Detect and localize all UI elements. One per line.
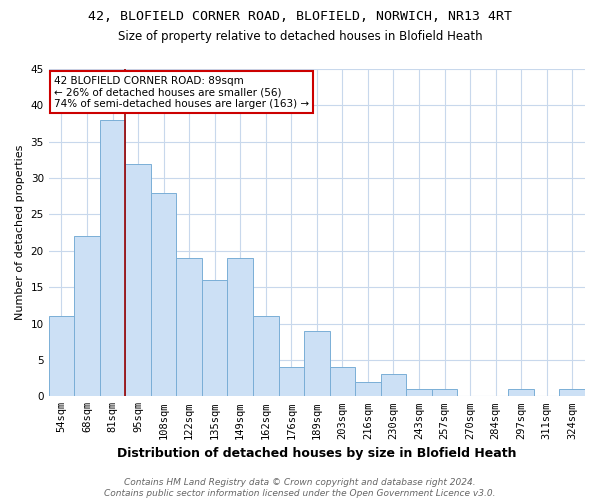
Bar — [278, 367, 304, 396]
Bar — [508, 389, 534, 396]
Text: Size of property relative to detached houses in Blofield Heath: Size of property relative to detached ho… — [118, 30, 482, 43]
Bar — [49, 316, 74, 396]
Bar — [329, 367, 355, 396]
Bar — [125, 164, 151, 396]
Text: 42, BLOFIELD CORNER ROAD, BLOFIELD, NORWICH, NR13 4RT: 42, BLOFIELD CORNER ROAD, BLOFIELD, NORW… — [88, 10, 512, 23]
Bar — [227, 258, 253, 396]
Bar — [304, 331, 329, 396]
Bar — [176, 258, 202, 396]
Bar — [202, 280, 227, 396]
Bar — [253, 316, 278, 396]
Bar — [432, 389, 457, 396]
Bar — [74, 236, 100, 396]
Y-axis label: Number of detached properties: Number of detached properties — [15, 145, 25, 320]
Bar — [100, 120, 125, 396]
Bar — [559, 389, 585, 396]
X-axis label: Distribution of detached houses by size in Blofield Heath: Distribution of detached houses by size … — [117, 447, 517, 460]
Text: 42 BLOFIELD CORNER ROAD: 89sqm
← 26% of detached houses are smaller (56)
74% of : 42 BLOFIELD CORNER ROAD: 89sqm ← 26% of … — [54, 76, 309, 108]
Text: Contains HM Land Registry data © Crown copyright and database right 2024.
Contai: Contains HM Land Registry data © Crown c… — [104, 478, 496, 498]
Bar — [380, 374, 406, 396]
Bar — [406, 389, 432, 396]
Bar — [151, 192, 176, 396]
Bar — [355, 382, 380, 396]
